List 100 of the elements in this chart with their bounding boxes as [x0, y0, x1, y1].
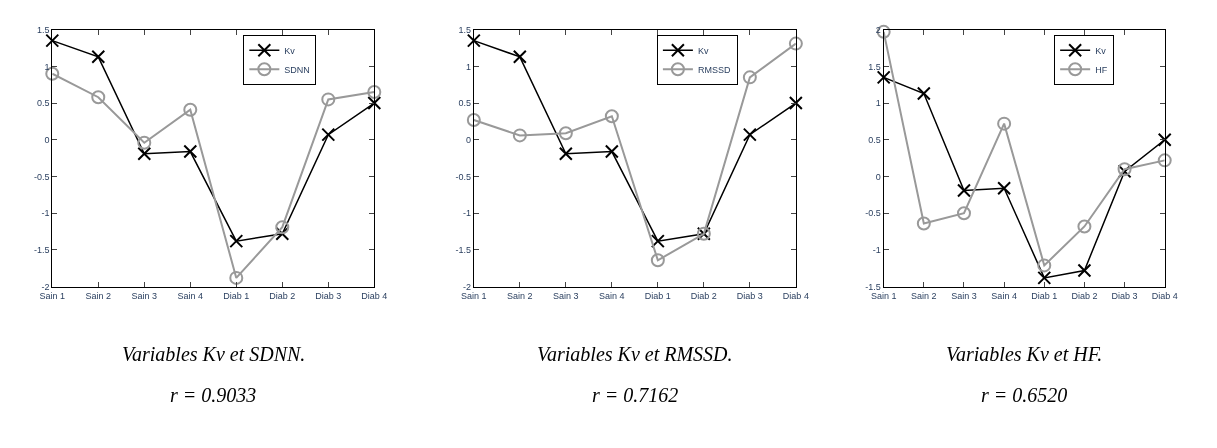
x-tick-label: Diab 2	[1071, 290, 1098, 301]
point	[742, 127, 757, 142]
y-tick-label: -1	[41, 208, 50, 219]
y-tick-label: -2	[41, 281, 50, 292]
point	[512, 49, 527, 64]
y-tick-label: 2	[875, 24, 881, 35]
y-tick-label: -0.5	[33, 171, 50, 182]
x-tick-label: Sain 2	[85, 290, 112, 301]
x-tick-label: Sain 4	[991, 290, 1017, 301]
legend-label: RMSSD	[697, 64, 731, 75]
point	[956, 183, 971, 198]
point	[137, 146, 152, 161]
legend-label: Kv	[697, 45, 709, 56]
point	[916, 86, 931, 101]
text: r = 0.6520	[981, 384, 1068, 406]
point	[650, 253, 665, 268]
x-tick-label: Sain 4	[599, 290, 625, 301]
x-tick-label: Diab 1	[1031, 290, 1058, 301]
y-tick-label: -2	[463, 281, 472, 292]
text: Variables Kv et RMSSD.	[537, 343, 733, 365]
point	[512, 128, 527, 143]
y-tick-label: 0.5	[868, 134, 881, 145]
y-tick-label: 0	[44, 134, 50, 145]
point	[1077, 219, 1092, 234]
point	[45, 33, 60, 48]
point	[916, 216, 931, 231]
point	[91, 49, 106, 64]
point	[367, 96, 382, 111]
legend-label: HF	[1095, 64, 1108, 75]
y-tick-label: -1.5	[865, 281, 881, 292]
text: r = 0.7162	[592, 384, 679, 406]
x-tick-label: Sain 1	[461, 290, 487, 301]
point	[997, 181, 1012, 196]
point	[788, 96, 803, 111]
y-tick-label: -0.5	[865, 208, 881, 219]
point	[1077, 263, 1092, 278]
point	[466, 33, 481, 48]
point	[466, 112, 481, 127]
point	[229, 234, 244, 249]
x-tick-label: Sain 4	[177, 290, 204, 301]
x-tick-label: Diab 3	[736, 290, 763, 301]
text: Variables Kv et SDNN.	[122, 343, 306, 365]
y-tick-label: -0.5	[455, 171, 472, 182]
x-tick-label: Diab 2	[690, 290, 717, 301]
y-tick-label: 1.5	[868, 61, 881, 72]
y-tick-label: 0	[875, 171, 881, 182]
point	[367, 85, 382, 100]
x-tick-label: Diab 4	[1151, 290, 1178, 301]
point	[1037, 258, 1052, 273]
point	[183, 144, 198, 159]
point	[1157, 132, 1172, 147]
point	[275, 220, 290, 235]
text: Variables Kv et HF.	[946, 343, 1103, 365]
point	[183, 102, 198, 117]
point	[321, 127, 336, 142]
legend-label: Kv	[284, 45, 296, 56]
point	[229, 270, 244, 285]
point	[91, 90, 106, 105]
legend-label: Kv	[1095, 45, 1107, 56]
x-tick-label: Sain 1	[870, 290, 897, 301]
x-tick-label: Sain 3	[131, 290, 158, 301]
point	[956, 206, 971, 221]
x-tick-label: Diab 1	[223, 290, 250, 301]
point	[604, 109, 619, 124]
x-tick-label: Sain 3	[553, 290, 579, 301]
point	[558, 126, 573, 141]
point	[1157, 153, 1172, 168]
x-tick-label: Diab 3	[1111, 290, 1138, 301]
x-tick-label: Sain 2	[507, 290, 533, 301]
y-tick-label: -1	[463, 208, 472, 219]
x-tick-label: Diab 1	[644, 290, 671, 301]
point	[876, 70, 891, 85]
x-tick-label: Sain 3	[951, 290, 977, 301]
y-tick-label: 1	[875, 98, 881, 109]
point	[558, 146, 573, 161]
y-tick-label: 1	[44, 61, 50, 72]
y-tick-label: 1.5	[36, 24, 50, 35]
y-tick-label: 0.5	[458, 98, 472, 109]
y-tick-label: -1.5	[33, 245, 50, 256]
y-tick-label: 1.5	[458, 24, 472, 35]
y-tick-label: 1	[466, 61, 472, 72]
point	[275, 226, 290, 241]
point	[997, 116, 1012, 131]
y-tick-label: 0	[466, 134, 472, 145]
point	[45, 66, 60, 81]
point	[1037, 270, 1052, 285]
y-tick-label: 0.5	[36, 98, 50, 109]
y-tick-label: -1.5	[455, 245, 472, 256]
x-tick-label: Diab 4	[361, 290, 388, 301]
x-tick-label: Sain 1	[39, 290, 66, 301]
x-tick-label: Diab 4	[782, 290, 809, 301]
point	[321, 92, 336, 107]
y-tick-label: -1	[872, 245, 881, 256]
point	[650, 234, 665, 249]
point	[604, 144, 619, 159]
point	[137, 135, 152, 150]
point	[788, 36, 803, 51]
x-tick-label: Diab 2	[269, 290, 296, 301]
x-tick-label: Diab 3	[315, 290, 342, 301]
point	[742, 70, 757, 85]
